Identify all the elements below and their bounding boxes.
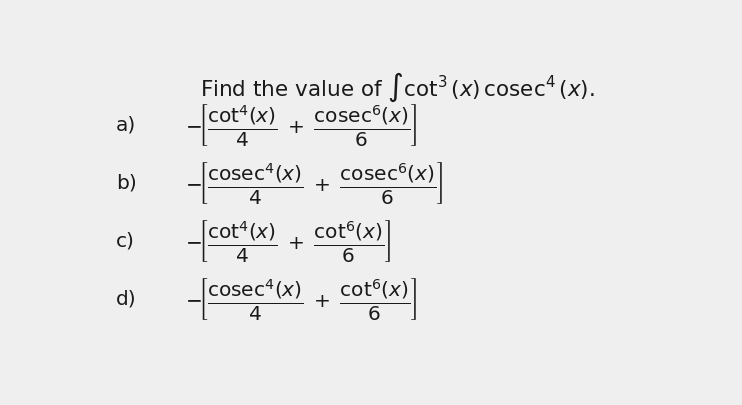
Text: b): b): [116, 173, 137, 192]
Text: $-\!\left[\dfrac{\mathrm{cot}^4(x)}{4}\;+\;\dfrac{\mathrm{cot}^6(x)}{6}\right]$: $-\!\left[\dfrac{\mathrm{cot}^4(x)}{4}\;…: [185, 217, 391, 263]
Text: Find the value of $\int \cot^3(x)\, \mathrm{cosec}^4\,(x).$: Find the value of $\int \cot^3(x)\, \mat…: [200, 70, 595, 104]
Text: a): a): [116, 115, 136, 134]
Text: $-\!\left[\dfrac{\mathrm{cosec}^4(x)}{4}\;+\;\dfrac{\mathrm{cot}^6(x)}{6}\right]: $-\!\left[\dfrac{\mathrm{cosec}^4(x)}{4}…: [185, 275, 418, 321]
Text: $-\!\left[\dfrac{\mathrm{cosec}^4(x)}{4}\;+\;\dfrac{\mathrm{cosec}^6(x)}{6}\righ: $-\!\left[\dfrac{\mathrm{cosec}^4(x)}{4}…: [185, 160, 444, 206]
Text: d): d): [116, 289, 137, 307]
Text: $-\!\left[\dfrac{\mathrm{cot}^4(x)}{4}\;+\;\dfrac{\mathrm{cosec}^6(x)}{6}\right]: $-\!\left[\dfrac{\mathrm{cot}^4(x)}{4}\;…: [185, 102, 418, 148]
Text: c): c): [116, 231, 134, 250]
